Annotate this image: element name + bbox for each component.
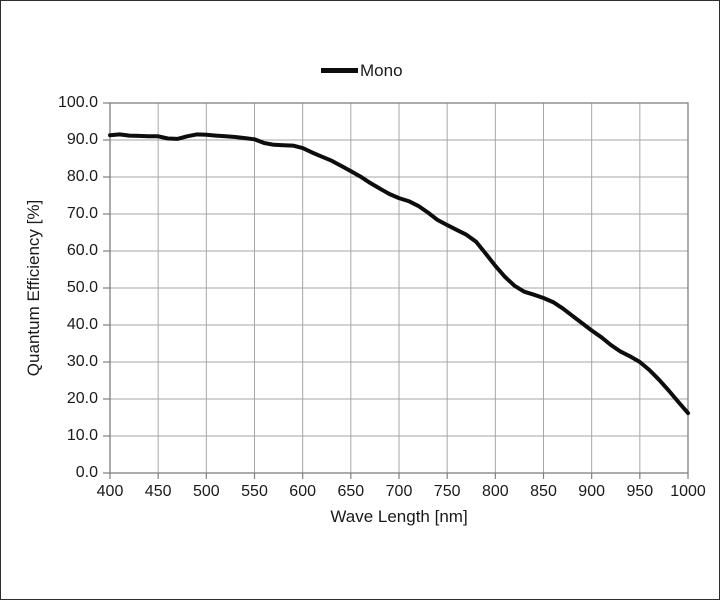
y-tick-label: 90.0: [66, 131, 98, 148]
plot-border: [109, 102, 689, 474]
legend-label-mono: Mono: [360, 60, 403, 80]
y-tick-label: 10.0: [66, 427, 98, 444]
x-tick-label: 800: [481, 483, 509, 500]
qe-curve-mono: [108, 132, 690, 416]
x-tick-label: 550: [241, 483, 268, 500]
legend-line-swatch: [321, 68, 358, 73]
y-axis-title: Quantum Efficiency [%]: [24, 199, 43, 377]
chart-legend: Mono: [321, 60, 403, 81]
x-tick-label: 900: [578, 483, 605, 500]
x-tick-label: 600: [289, 483, 316, 500]
y-tick-label: 70.0: [66, 205, 98, 222]
x-tick-label: 1000: [670, 483, 706, 500]
y-tick-label: 100.0: [57, 94, 98, 111]
x-tick-label: 700: [385, 483, 413, 500]
x-tick-label: 950: [626, 483, 654, 500]
y-tick-label: 30.0: [66, 353, 98, 370]
x-axis-title: Wave Length [nm]: [330, 507, 468, 526]
y-tick-label: 20.0: [66, 390, 98, 407]
x-tick-label: 500: [192, 483, 220, 500]
x-tick-label: 850: [530, 483, 557, 500]
y-tick-label: 80.0: [66, 168, 98, 185]
y-tick-label: 60.0: [66, 242, 98, 259]
y-tick-label: 50.0: [66, 279, 98, 296]
y-tick-label: 40.0: [66, 316, 98, 333]
y-tick-label: 0.0: [75, 464, 98, 481]
x-tick-label: 650: [337, 483, 365, 500]
x-tick-label: 450: [144, 483, 172, 500]
x-tick-label: 400: [96, 483, 124, 500]
x-tick-label: 750: [433, 483, 461, 500]
